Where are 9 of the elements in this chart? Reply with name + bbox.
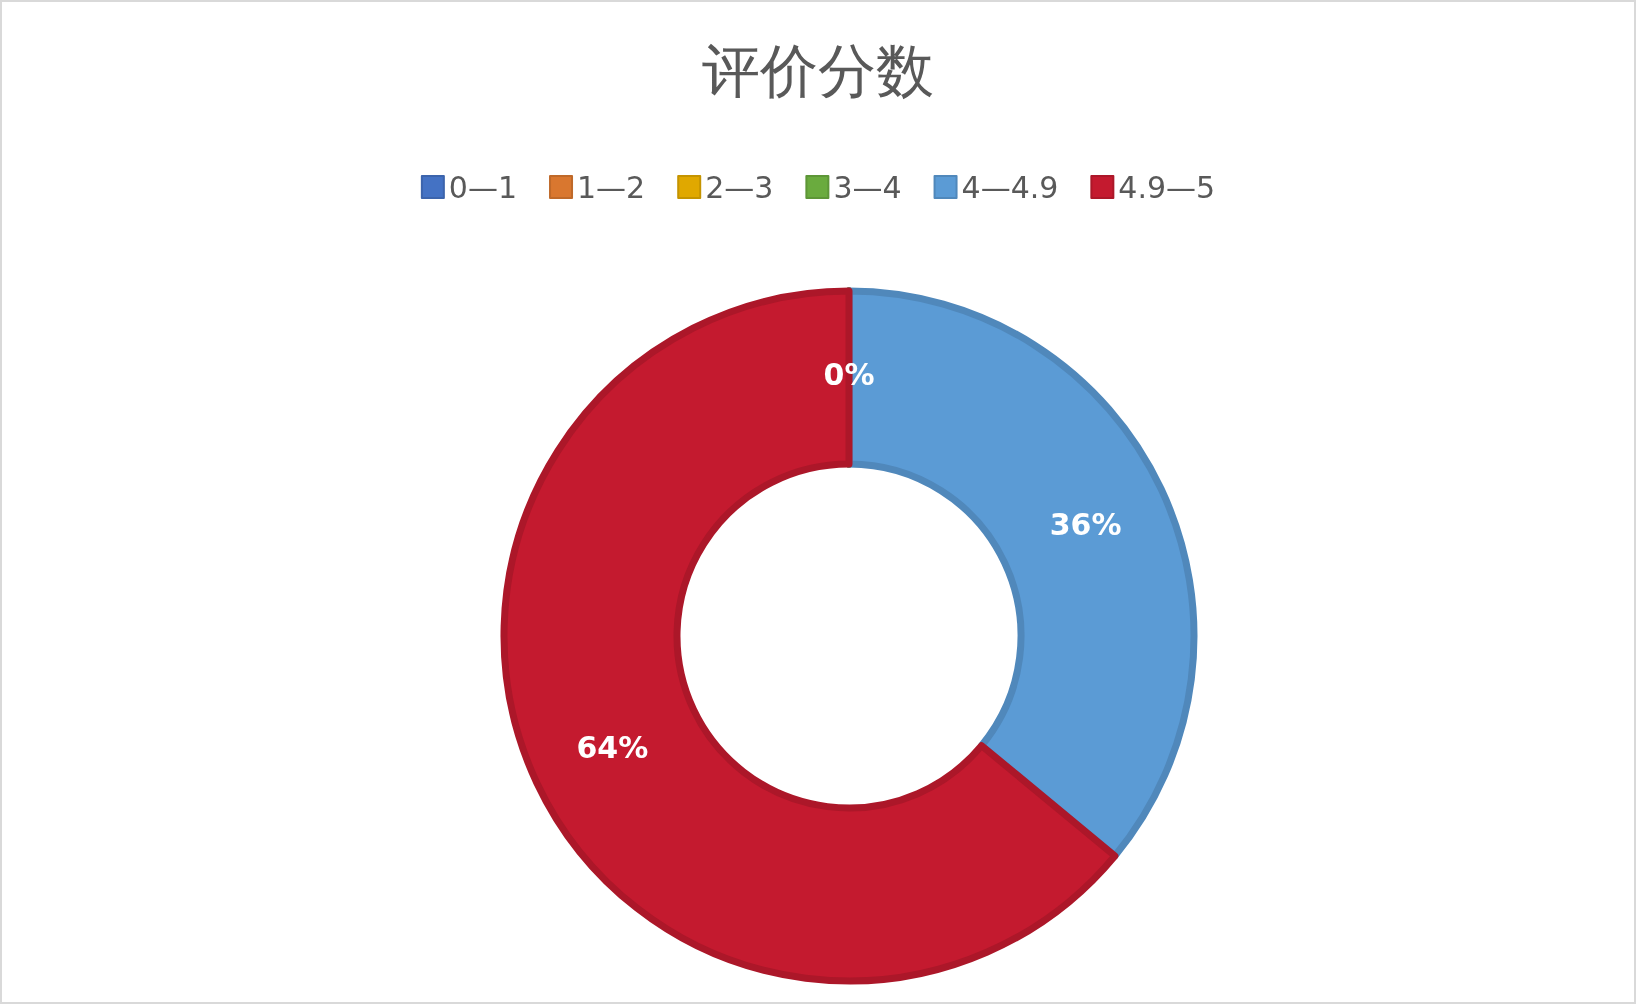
data-label: 36%	[1049, 507, 1122, 543]
data-label: 64%	[576, 729, 649, 765]
legend-label: 3—4	[833, 169, 902, 205]
legend-label: 1—2	[577, 169, 646, 205]
legend-label: 4—4.9	[961, 169, 1059, 205]
legend-label: 2—3	[705, 169, 774, 205]
legend-label: 4.9—5	[1118, 169, 1216, 205]
legend-label: 0—1	[448, 169, 518, 205]
chart-title: 评价分数	[702, 37, 934, 105]
